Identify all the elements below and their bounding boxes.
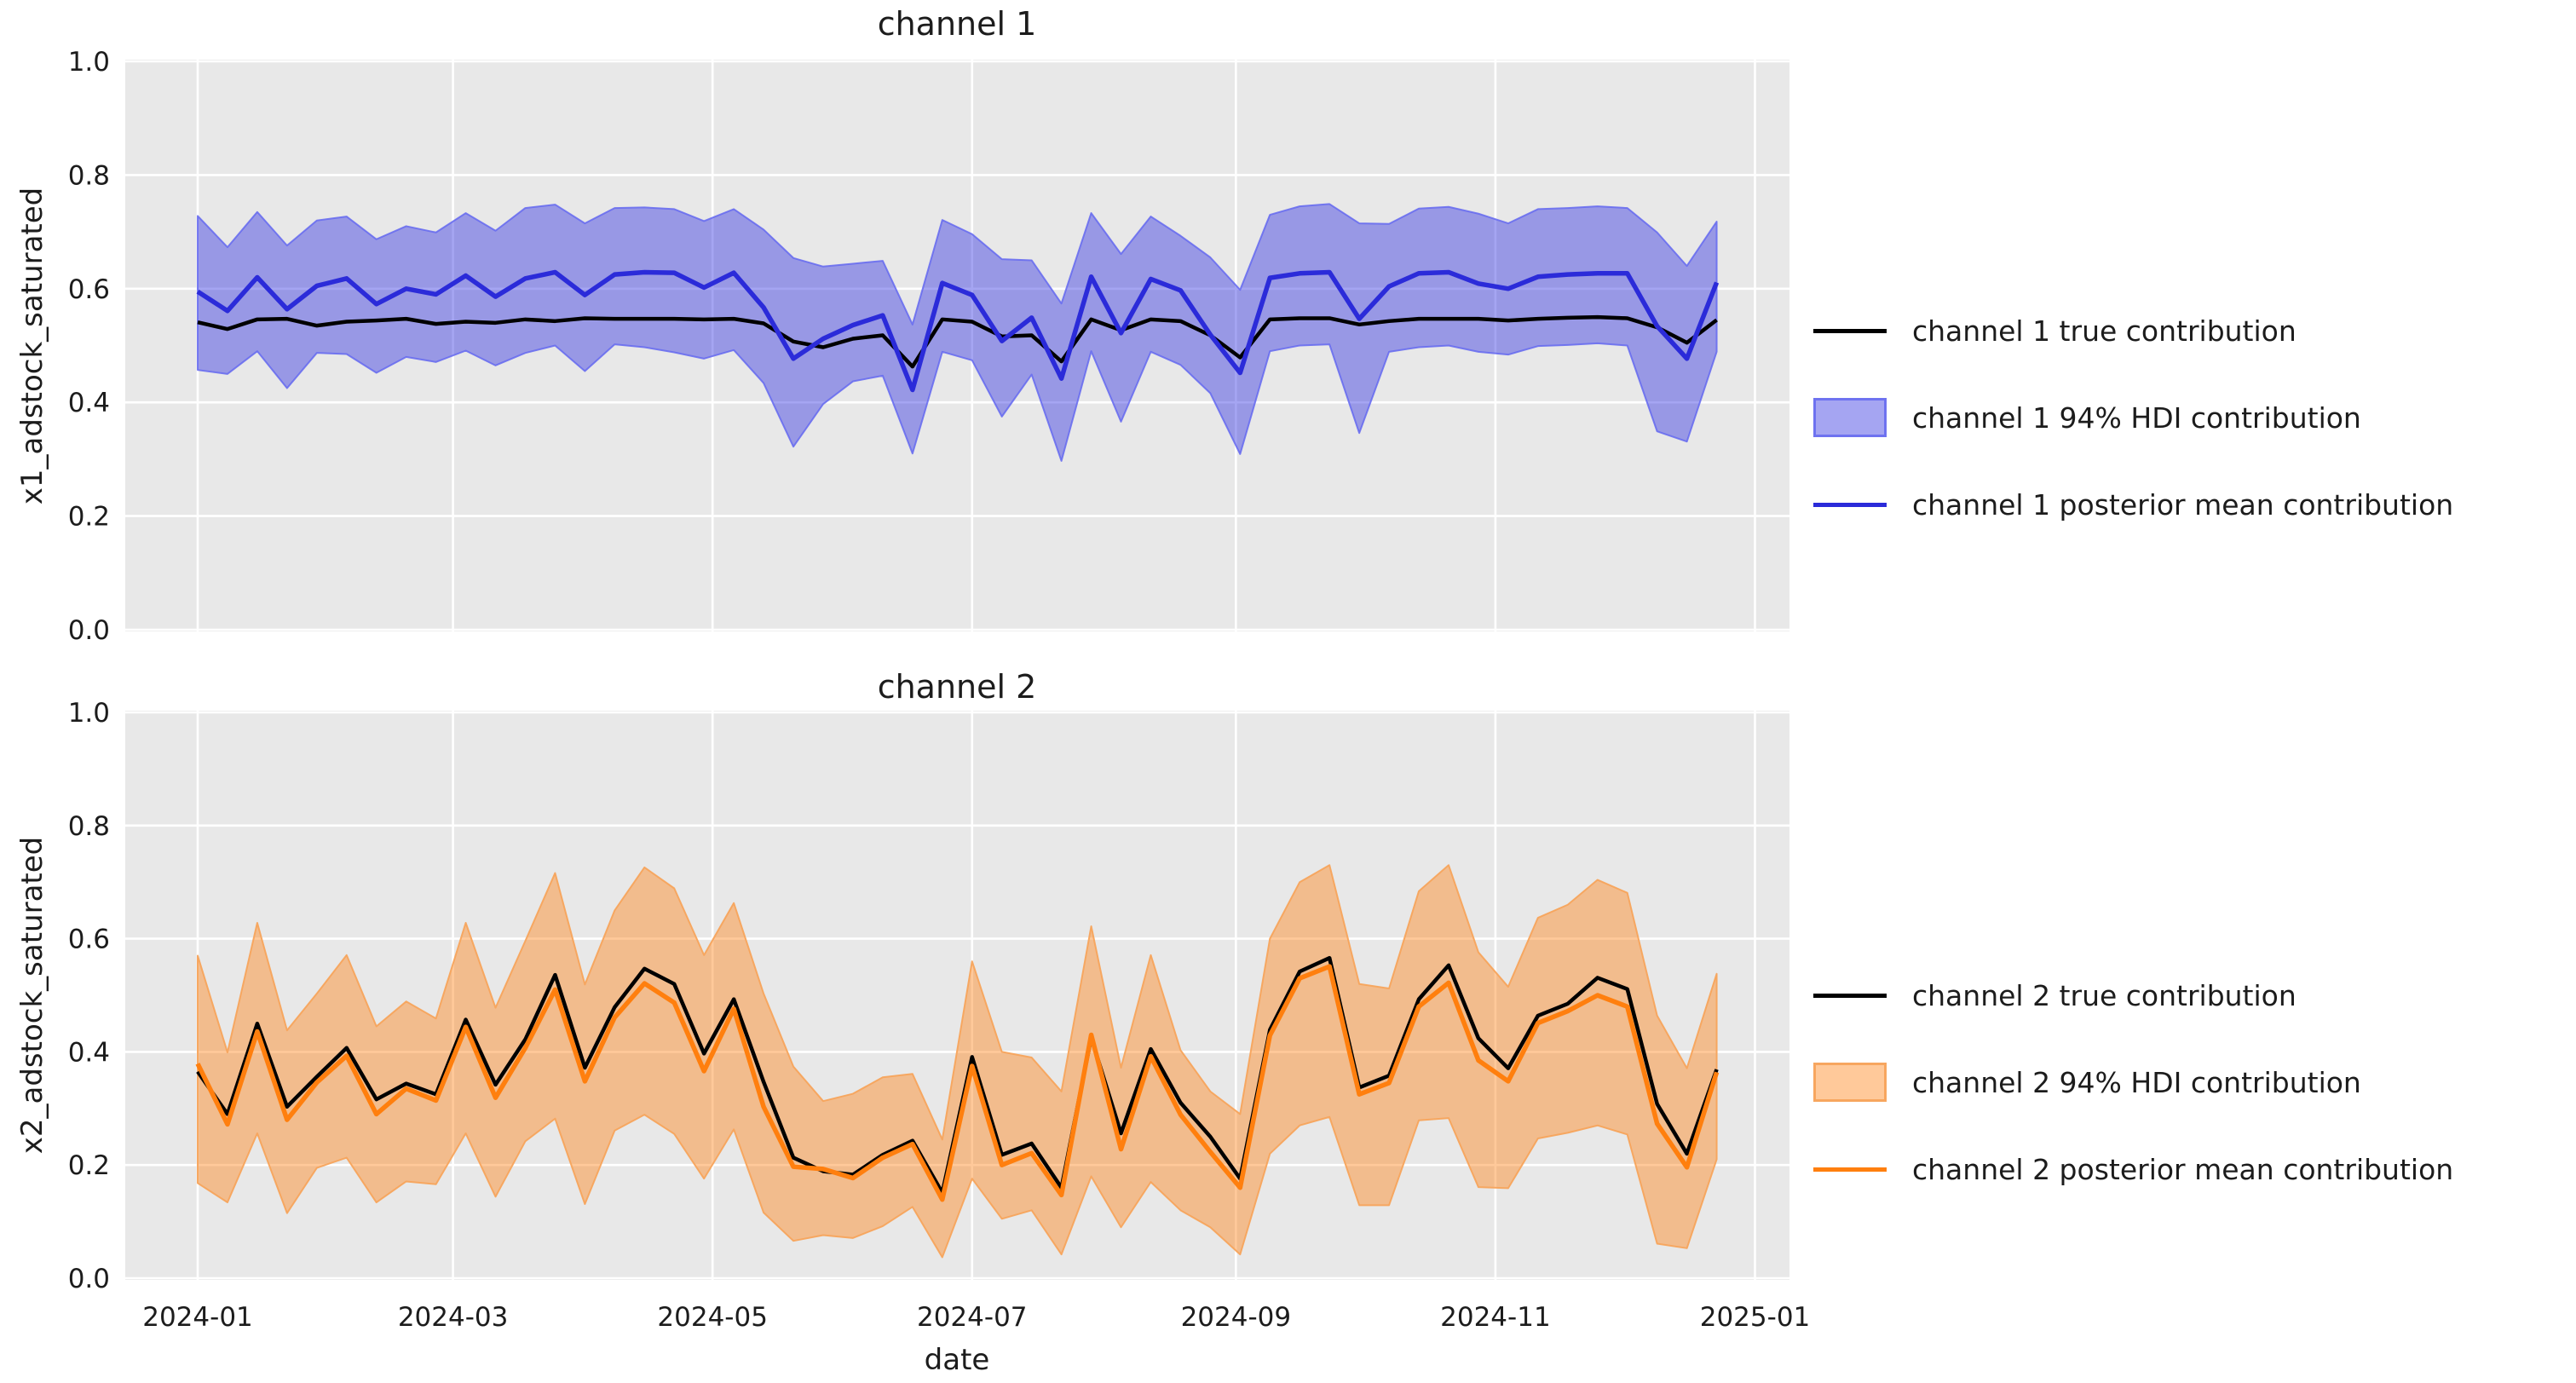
posterior-mean-line [195, 964, 1720, 1202]
y-tick-label: 1.0 [68, 47, 110, 78]
x-tick-label: 2024-09 [1181, 1302, 1292, 1333]
mean-line-swatch-icon [1813, 502, 1887, 507]
x-tick-label: 2024-07 [917, 1302, 1028, 1333]
y-tick-label: 0.0 [68, 1264, 110, 1294]
legend-channel-1: channel 1 true contribution channel 1 94… [1813, 300, 2453, 535]
posterior-mean-line [196, 269, 1720, 393]
x-tick-label: 2025-01 [1700, 1302, 1811, 1333]
mean-line-swatch-icon [1813, 1167, 1887, 1172]
x-axis-label: date [924, 1343, 990, 1377]
y-tick-label: 0.0 [68, 615, 110, 646]
y-axis-label-bottom: x2_adstock_saturated [15, 836, 49, 1155]
legend-item-posterior-mean: channel 1 posterior mean contribution [1813, 474, 2453, 535]
x-tick-label: 2024-05 [657, 1302, 768, 1333]
legend-item-hdi: channel 1 94% HDI contribution [1813, 387, 2453, 448]
y-tick-label: 0.6 [68, 274, 110, 305]
legend-item-true: channel 2 true contribution [1813, 965, 2453, 1026]
subplot-title-channel-1: channel 1 [877, 5, 1037, 43]
true-line-swatch-icon [1813, 993, 1887, 998]
y-tick-label: 1.0 [68, 698, 110, 729]
legend-item-hdi: channel 2 94% HDI contribution [1813, 1052, 2453, 1113]
axes-background [125, 711, 1789, 1280]
x-tick-label: 2024-11 [1440, 1302, 1551, 1333]
y-tick-label: 0.8 [68, 160, 110, 191]
x-tick-label: 2024-03 [398, 1302, 509, 1333]
y-tick-label: 0.6 [68, 925, 110, 955]
y-tick-label: 0.8 [68, 811, 110, 842]
legend-channel-2: channel 2 true contribution channel 2 94… [1813, 965, 2453, 1200]
true-line-swatch-icon [1813, 328, 1887, 333]
y-axis-label-top: x1_adstock_saturated [15, 187, 49, 505]
legend-item-true: channel 1 true contribution [1813, 300, 2453, 361]
hdi-band-swatch-icon [1813, 1063, 1887, 1102]
legend-label: channel 2 posterior mean contribution [1912, 1152, 2454, 1186]
legend-item-posterior-mean: channel 2 posterior mean contribution [1813, 1138, 2453, 1200]
legend-label: channel 1 posterior mean contribution [1912, 487, 2454, 522]
legend-label: channel 1 true contribution [1912, 314, 2297, 348]
legend-label: channel 2 94% HDI contribution [1912, 1065, 2361, 1099]
axes-background [125, 60, 1789, 631]
legend-label: channel 2 true contribution [1912, 978, 2297, 1012]
subplot-title-channel-2: channel 2 [877, 668, 1037, 706]
y-tick-label: 0.2 [68, 502, 110, 533]
y-tick-label: 0.4 [68, 1037, 110, 1068]
hdi-band [197, 864, 1718, 1259]
y-tick-label: 0.2 [68, 1150, 110, 1181]
legend-label: channel 1 94% HDI contribution [1912, 400, 2361, 435]
true-contribution-line [197, 314, 1718, 369]
x-tick-label: 2024-01 [142, 1302, 253, 1333]
hdi-band-swatch-icon [1813, 398, 1887, 437]
y-tick-label: 0.4 [68, 388, 110, 418]
hdi-band [197, 203, 1718, 462]
